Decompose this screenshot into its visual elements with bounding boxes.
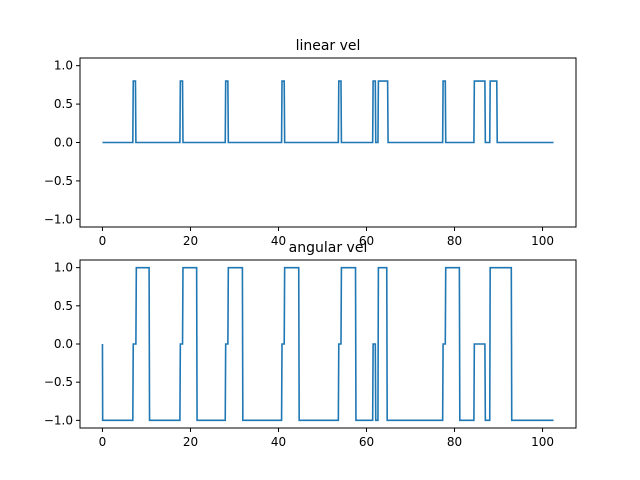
angular-vel-y-tick-label: −0.5 — [44, 375, 73, 389]
angular-vel-title: angular vel — [289, 240, 368, 256]
linear-vel-panel: linear vel 1.0 0.5 0.0 −0.5 −1.0 0 20 40 60 80 10… — [44, 38, 577, 248]
linear-vel-x-tick-label: 100 — [531, 234, 554, 248]
linear-vel-series-line — [102, 80, 554, 144]
angular-vel-x-axis: 0 20 40 60 80 100 — [99, 428, 554, 449]
angular-vel-x-tick-label: 100 — [531, 435, 554, 449]
linear-vel-x-axis: 0 20 40 60 80 100 — [99, 227, 554, 248]
angular-vel-x-tick-label: 0 — [99, 435, 107, 449]
linear-vel-axes-frame — [79, 57, 577, 228]
angular-vel-series-line — [101, 266, 554, 422]
linear-vel-y-tick-label: 0.0 — [54, 136, 73, 150]
angular-vel-y-axis: 1.0 0.5 0.0 −0.5 −1.0 — [44, 261, 80, 427]
linear-vel-y-tick-label: 1.0 — [54, 59, 73, 73]
linear-vel-x-tick-label: 0 — [99, 234, 107, 248]
angular-vel-x-tick-label: 40 — [271, 435, 286, 449]
linear-vel-x-tick-label: 20 — [183, 234, 198, 248]
angular-vel-y-tick-label: −1.0 — [44, 413, 73, 427]
angular-vel-y-tick-label: 0.0 — [54, 337, 73, 351]
angular-vel-panel: 1.0 0.5 0.0 −0.5 −1.0 0 20 40 60 80 100 angular v… — [44, 240, 577, 449]
linear-vel-y-axis: 1.0 0.5 0.0 −0.5 −1.0 — [44, 59, 80, 226]
linear-vel-y-tick-label: −0.5 — [44, 174, 73, 188]
linear-vel-y-tick-label: −1.0 — [44, 212, 73, 226]
linear-vel-x-tick-label: 80 — [447, 234, 462, 248]
linear-vel-title: linear vel — [296, 38, 361, 54]
linear-vel-x-tick-label: 40 — [271, 234, 286, 248]
angular-vel-x-tick-label: 20 — [183, 435, 198, 449]
angular-vel-axes-frame — [79, 259, 577, 429]
linear-vel-y-tick-label: 0.5 — [54, 97, 73, 111]
angular-vel-x-tick-label: 80 — [447, 435, 462, 449]
linear-vel-x-tick-label: 60 — [359, 234, 374, 248]
angular-vel-y-tick-label: 0.5 — [54, 299, 73, 313]
angular-vel-x-tick-label: 60 — [359, 435, 374, 449]
angular-vel-y-tick-label: 1.0 — [54, 261, 73, 275]
